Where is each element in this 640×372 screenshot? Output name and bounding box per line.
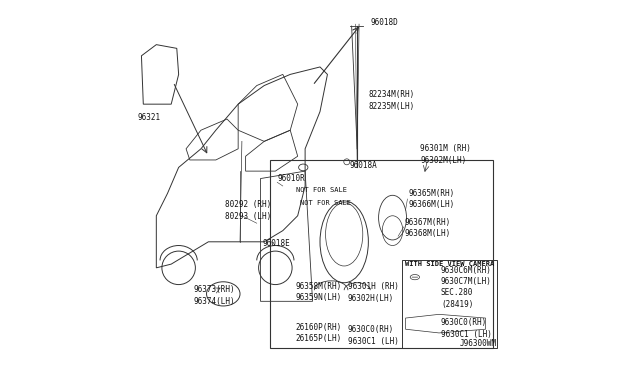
Text: J96300WM: J96300WM xyxy=(460,339,497,348)
Text: NOT FOR SALE: NOT FOR SALE xyxy=(300,200,351,206)
Text: 96301M (RH)
96302M(LH): 96301M (RH) 96302M(LH) xyxy=(420,144,471,165)
Text: 80292 (RH)
80293 (LH): 80292 (RH) 80293 (LH) xyxy=(225,200,271,221)
Text: 26160P(RH)
26165P(LH): 26160P(RH) 26165P(LH) xyxy=(296,323,342,343)
Text: 96018E: 96018E xyxy=(262,239,290,248)
Text: 96018A: 96018A xyxy=(349,161,377,170)
Text: 96365M(RH)
96366M(LH): 96365M(RH) 96366M(LH) xyxy=(408,189,454,209)
Text: 9630C0(RH)
9630C1 (LH): 9630C0(RH) 9630C1 (LH) xyxy=(348,325,399,346)
Text: 96367M(RH)
96368M(LH): 96367M(RH) 96368M(LH) xyxy=(404,218,451,238)
Text: WITH SIDE VIEW CAMERA: WITH SIDE VIEW CAMERA xyxy=(405,261,494,267)
Text: 96321: 96321 xyxy=(138,113,161,122)
Text: 9630C0(RH)
9630C1 (LH): 9630C0(RH) 9630C1 (LH) xyxy=(441,318,492,339)
Text: NOT FOR SALE: NOT FOR SALE xyxy=(296,187,347,193)
Text: 96018D: 96018D xyxy=(370,18,398,27)
Text: 96301H (RH)
96302H(LH): 96301H (RH) 96302H(LH) xyxy=(348,282,399,303)
Bar xyxy=(270,160,493,348)
Bar xyxy=(402,260,497,348)
Text: 96010R: 96010R xyxy=(277,174,305,183)
Text: 82234M(RH)
82235M(LH): 82234M(RH) 82235M(LH) xyxy=(369,90,415,111)
Text: 9630C6M(RH)
9630C7M(LH): 9630C6M(RH) 9630C7M(LH) xyxy=(441,266,492,286)
Text: SEC.280
(28419): SEC.280 (28419) xyxy=(441,288,473,309)
Text: 96373(RH)
96374(LH): 96373(RH) 96374(LH) xyxy=(193,285,235,306)
Text: 96358M(RH)
96359N(LH): 96358M(RH) 96359N(LH) xyxy=(296,282,342,302)
